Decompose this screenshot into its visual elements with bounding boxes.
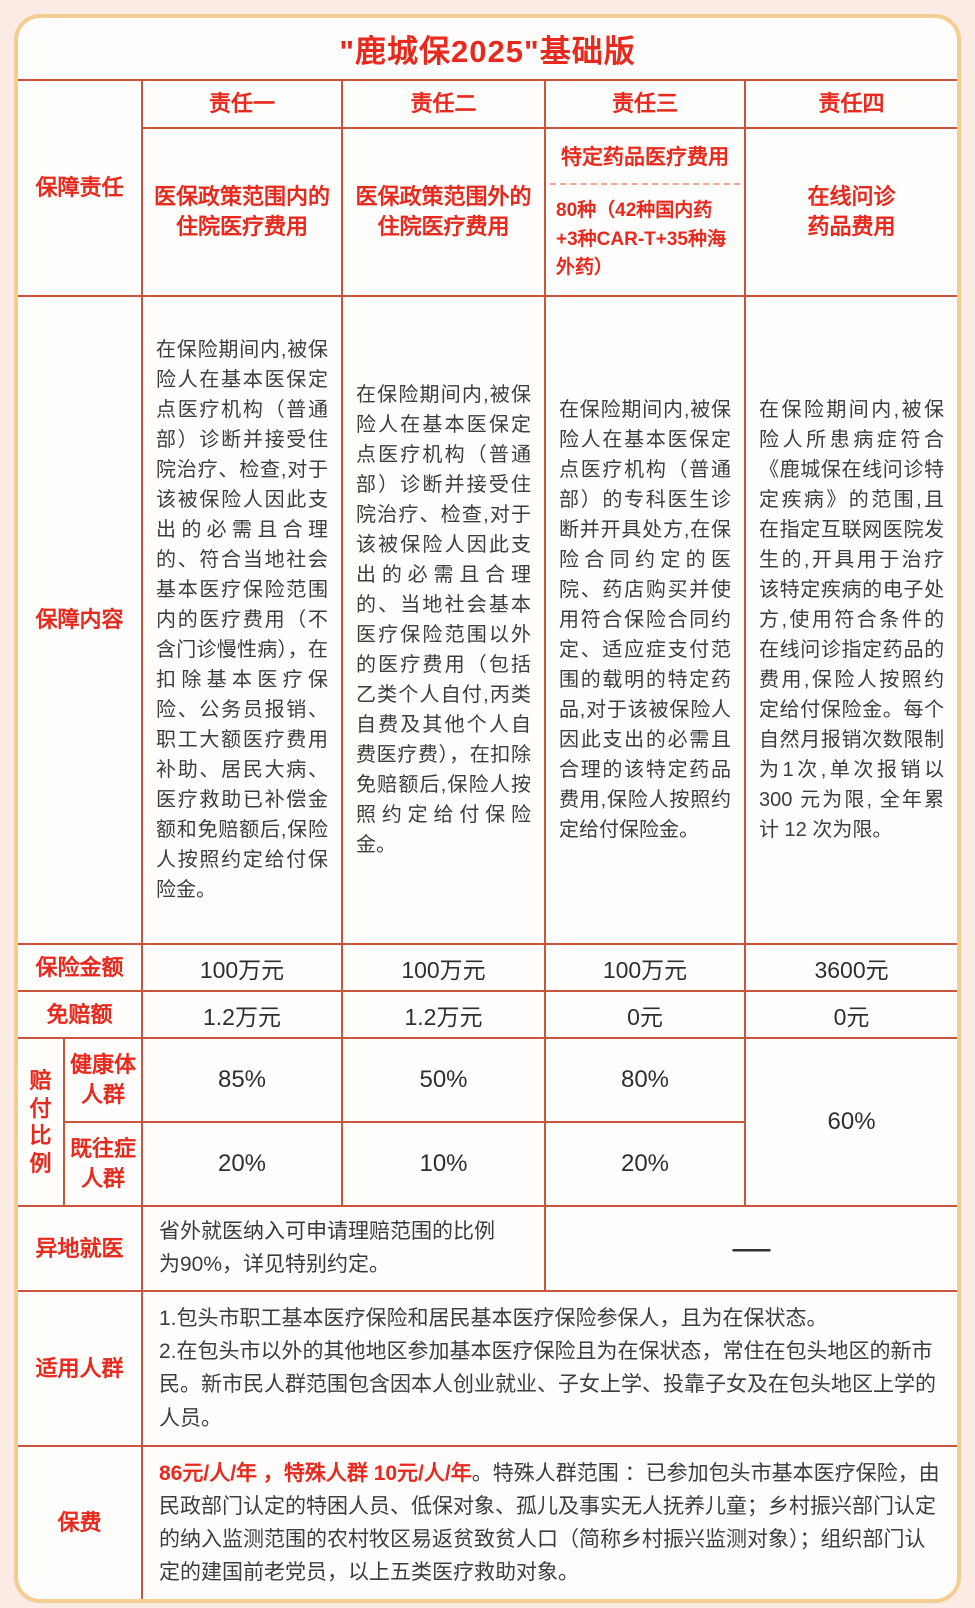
liability-description-row: 医保政策范围内的 住院医疗费用 医保政策范围外的 住院医疗费用 特定药品医疗费用… <box>18 127 957 297</box>
coverage-content-2: 在保险期间内,被保险人在基本医保定点医疗机构（普通部）诊断并接受住院治疗、检查,… <box>341 295 546 945</box>
title-row: "鹿城保2025"基础版 <box>18 18 957 81</box>
premium-text-cell: 86元/人/年 ，特殊人群 10元/人/年。特殊人群范围 ：已参加包头市基本医疗… <box>140 1444 957 1600</box>
dashed-divider <box>550 183 740 186</box>
healthy-ratio-3: 80% <box>544 1037 746 1123</box>
insured-amount-1: 100万元 <box>141 943 343 992</box>
payout-ratio-preexisting-row: 既往症 人群 20% 10% 20% <box>18 1121 957 1207</box>
liability-desc-2: 医保政策范围外的 住院医疗费用 <box>341 127 546 297</box>
premium-price-highlight: 86元/人/年 ，特殊人群 10元/人/年 <box>159 1461 472 1485</box>
deductible-3: 0元 <box>544 990 746 1039</box>
row-label-deductible: 免赔额 <box>18 990 143 1039</box>
coverage-content-row: 保障内容 在保险期间内,被保险人在基本医保定点医疗机构（普通部）诊断并接受住院治… <box>18 295 957 945</box>
insured-amount-3: 100万元 <box>544 943 746 992</box>
premium-detail-text: 。特殊人群范围 ：已参加包头市基本医疗保险，由民政部门认定的特困人员、低保对象、… <box>159 1461 940 1585</box>
remote-treatment-dash: — <box>543 1205 957 1292</box>
preexisting-ratio-2: 10% <box>341 1121 546 1207</box>
row-label-premium: 保费 <box>18 1444 143 1600</box>
coverage-content-4: 在保险期间内,被保险人所患病症符合《鹿城保在线问诊特定疾病》的范围,且在指定互联… <box>743 295 957 945</box>
preexisting-ratio-1: 20% <box>141 1121 343 1207</box>
deductible-1: 1.2万元 <box>141 990 343 1039</box>
eligible-population-row: 适用人群 1.包头市职工基本医疗保险和居民基本医疗保险参保人，且为在保状态。 2… <box>18 1290 957 1447</box>
remote-treatment-text: 省外就医纳入可申请理赔范围的比例 为90%，详见特别约定。 <box>141 1205 546 1292</box>
insured-amount-2: 100万元 <box>341 943 546 992</box>
special-drug-title: 特定药品医疗费用 <box>561 146 729 170</box>
row-label-insured-amount: 保险金额 <box>18 943 143 992</box>
premium-row: 保费 86元/人/年 ，特殊人群 10元/人/年。特殊人群范围 ：已参加包头市基… <box>18 1444 957 1600</box>
healthy-ratio-2: 50% <box>341 1037 546 1123</box>
liability-desc-4: 在线问诊 药品费用 <box>743 127 957 297</box>
page-title: "鹿城保2025"基础版 <box>18 18 957 81</box>
column-header-liability-4: 责任四 <box>743 79 957 129</box>
row-label-remote-treatment: 异地就医 <box>18 1205 143 1292</box>
remote-treatment-row: 异地就医 省外就医纳入可申请理赔范围的比例 为90%，详见特别约定。 — <box>18 1205 957 1292</box>
row-label-healthy-group: 健康体 人群 <box>63 1037 143 1123</box>
deductible-4: 0元 <box>743 990 957 1039</box>
row-label-coverage-content: 保障内容 <box>18 295 143 945</box>
column-header-liability-3: 责任三 <box>544 79 746 129</box>
coverage-content-1: 在保险期间内,被保险人在基本医保定点医疗机构（普通部）诊断并接受住院治疗、检查,… <box>141 295 343 945</box>
insured-amount-4: 3600元 <box>743 943 957 992</box>
payout-ratio-healthy-row: 赔 付 比 例 健康体 人群 85% 50% 80% 60% <box>18 1037 957 1207</box>
liability-desc-3: 特定药品医疗费用 80种（42种国内药 +3种CAR-T+35种海 外药） <box>544 127 746 297</box>
column-header-liability-1: 责任一 <box>141 79 343 129</box>
deductible-row: 免赔额 1.2万元 1.2万元 0元 0元 <box>18 990 957 1039</box>
special-drug-note: 80种（42种国内药 +3种CAR-T+35种海 外药） <box>556 200 726 279</box>
online-consult-ratio: 60% <box>743 1037 957 1207</box>
healthy-ratio-1: 85% <box>141 1037 343 1123</box>
insurance-benefits-card: "鹿城保2025"基础版 保障责任 责任一 责任二 责任三 责任四 医保政策范围… <box>14 14 961 1604</box>
row-label-eligible-population: 适用人群 <box>18 1290 143 1447</box>
coverage-content-3: 在保险期间内,被保险人在基本医保定点医疗机构（普通部）的专科医生诊断并开具处方,… <box>544 295 746 945</box>
row-label-payout-ratio: 赔 付 比 例 <box>18 1037 65 1207</box>
row-label-coverage-liability: 保障责任 <box>18 79 143 297</box>
column-header-row: 保障责任 责任一 责任二 责任三 责任四 <box>18 79 957 297</box>
preexisting-ratio-3: 20% <box>544 1121 746 1207</box>
benefits-table: "鹿城保2025"基础版 保障责任 责任一 责任二 责任三 责任四 医保政策范围… <box>18 18 957 1600</box>
liability-desc-1: 医保政策范围内的 住院医疗费用 <box>141 127 343 297</box>
row-label-preexisting-group: 既往症 人群 <box>63 1121 143 1207</box>
deductible-2: 1.2万元 <box>341 990 546 1039</box>
eligible-population-text: 1.包头市职工基本医疗保险和居民基本医疗保险参保人，且为在保状态。 2.在包头市… <box>140 1290 957 1447</box>
column-header-liability-2: 责任二 <box>341 79 546 129</box>
insured-amount-row: 保险金额 100万元 100万元 100万元 3600元 <box>18 943 957 992</box>
